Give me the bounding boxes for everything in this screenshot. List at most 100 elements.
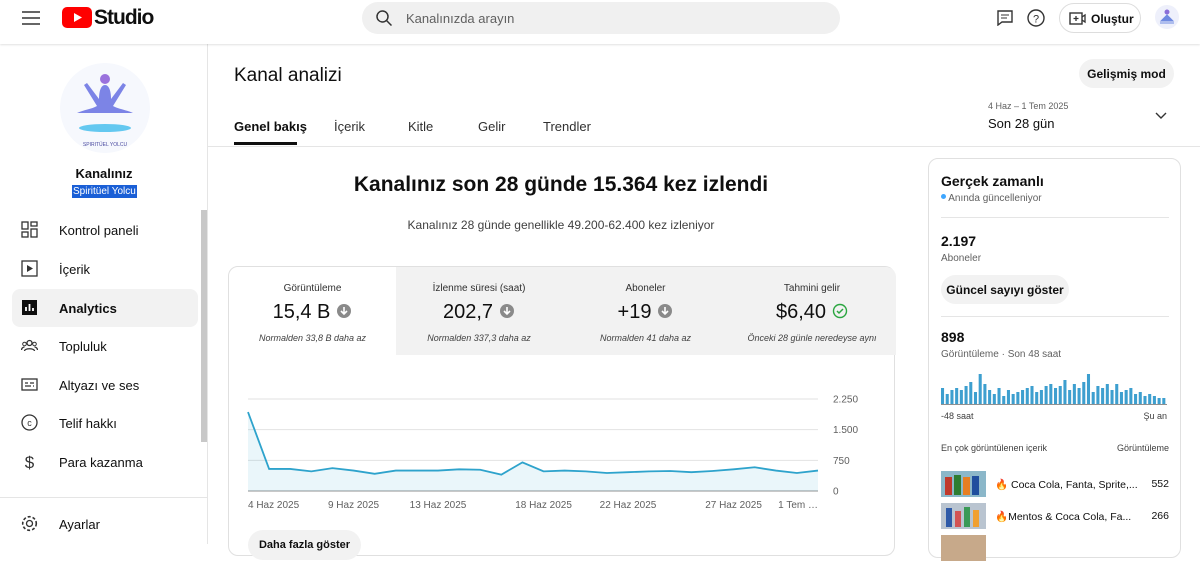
x-tick-label: -48 saat (941, 411, 974, 421)
nav-label: Para kazanma (59, 455, 143, 470)
sidebar: SPIRITÜEL YOLCU Kanalınız Spiritüel Yolc… (0, 44, 208, 544)
avatar-caption: SPIRITÜEL YOLCU (83, 141, 128, 148)
bar (1129, 388, 1133, 404)
nav-item[interactable]: Kontrol paneli (12, 211, 198, 249)
menu-icon[interactable] (22, 10, 40, 26)
tab[interactable]: Trendler (543, 119, 591, 134)
subscriber-label: Aboneler (941, 253, 982, 264)
metric-number: 15,4 B (272, 301, 331, 323)
top-bar: Studio Kanalınızda arayın ? Oluştur (0, 0, 1200, 44)
tab[interactable]: İçerik (334, 119, 366, 134)
svg-text:?: ? (1033, 14, 1039, 26)
advanced-mode-button[interactable]: Gelişmiş mod (1079, 59, 1174, 88)
metric-value: +19 (562, 301, 729, 324)
create-label: Oluştur (1091, 12, 1134, 26)
thumbnail (941, 503, 986, 529)
metric-note: Önceki 28 günle neredeyse aynı (747, 333, 877, 343)
nav-label: Topluluk (59, 339, 107, 354)
top-header: En çok görüntülenen içerik Görüntüleme (941, 443, 1169, 453)
top-header-label: En çok görüntülenen içerik (941, 443, 1048, 453)
tab[interactable]: Genel bakış (234, 119, 307, 134)
bar (997, 388, 1001, 404)
views-chart: 0 750 1.500 2.250 4 Haz 2025 9 Haz 2025 13 Haz… (247, 395, 858, 511)
icon-arrow (661, 307, 670, 316)
show-more-button[interactable]: Daha fazla göster (248, 530, 361, 560)
headline: Kanalınız son 28 günde 15.364 kez izlend… (353, 173, 769, 196)
youtube-logo[interactable] (62, 7, 92, 28)
channel-name[interactable]: Spiritüel Yolcu (72, 185, 137, 198)
bar (1110, 390, 1114, 404)
nav-item[interactable]: Analytics (12, 289, 198, 327)
y-tick-label: 1.500 (833, 425, 858, 436)
nav-icon (21, 339, 38, 352)
metric-status-icon (337, 304, 352, 318)
nav-item[interactable]: $ Para kazanma (12, 443, 198, 481)
view-count-label: Görüntüleme · Son 48 saat (941, 349, 1062, 360)
search-placeholder: Kanalınızda arayın (406, 11, 515, 26)
nav-icon (21, 378, 38, 391)
bar (1086, 374, 1091, 404)
x-tick-label: 9 Haz 2025 (328, 500, 380, 511)
bar (1162, 398, 1166, 404)
metric-note: Normalden 337,3 daha az (427, 333, 531, 343)
tab[interactable]: Kitle (408, 119, 434, 134)
x-tick-label: 4 Haz 2025 (248, 500, 300, 511)
nav-item[interactable]: c Telif hakkı (12, 404, 198, 442)
svg-text:$: $ (25, 453, 35, 470)
nav-item[interactable]: Ayarlar (12, 505, 198, 543)
metric-value: $6,40 (729, 301, 896, 324)
period-dropdown[interactable] (1155, 112, 1167, 120)
date-range: 4 Haz – 1 Tem 2025 (988, 101, 1069, 111)
hourly-views-chart: -48 saat Şu an (941, 374, 1167, 421)
metric-number: $6,40 (775, 301, 827, 323)
top-column-label: Görüntüleme (1116, 443, 1169, 453)
search-icon (376, 10, 392, 26)
x-tick-label: 1 Tem … (778, 500, 818, 511)
bar (1021, 390, 1025, 404)
nav-icon (21, 515, 38, 532)
view-count: 898 (941, 329, 965, 345)
bar (1016, 392, 1020, 404)
metric-status-icon (658, 304, 673, 318)
bar (1058, 386, 1062, 404)
bar (978, 374, 982, 404)
bar (1025, 388, 1029, 404)
period[interactable]: Son 28 gün (988, 116, 1055, 131)
bar (1124, 390, 1128, 404)
help-icon[interactable]: ? (1027, 9, 1045, 27)
metric-label: Görüntüleme (283, 283, 342, 294)
icon-arrow (340, 307, 348, 316)
bar (1054, 388, 1058, 404)
svg-text:c: c (27, 418, 32, 428)
bar (945, 394, 949, 404)
divider (208, 146, 1200, 147)
nav-item[interactable]: İçerik (12, 250, 198, 288)
x-tick-label: 13 Haz 2025 (410, 500, 467, 511)
create-button[interactable]: Oluştur (1059, 3, 1141, 33)
bar (1063, 380, 1067, 404)
bar (1082, 382, 1086, 404)
logo-text[interactable]: Studio (94, 6, 154, 29)
search-box[interactable]: Kanalınızda arayın (362, 2, 840, 34)
account-avatar[interactable] (1155, 5, 1179, 29)
bar (955, 388, 959, 404)
nav-label: Analytics (59, 301, 117, 316)
bar (1049, 384, 1053, 404)
nav-label: Altyazı ve ses (59, 378, 140, 393)
live-label: Anında güncelleniyor (948, 193, 1042, 204)
bar (959, 390, 963, 404)
realtime-live: Anında güncelleniyor (941, 193, 1042, 204)
live-count-button[interactable]: Güncel sayıyı göster (941, 275, 1069, 304)
channel-avatar[interactable]: SPIRITÜEL YOLCU (58, 62, 152, 154)
thumbnail (941, 535, 986, 561)
bar (1044, 386, 1048, 404)
nav-item[interactable]: Altyazı ve ses (12, 366, 198, 404)
bar (1143, 396, 1147, 404)
nav-item[interactable]: Topluluk (12, 327, 198, 365)
feedback-icon[interactable] (997, 10, 1013, 26)
metric-tile: Görüntüleme 15,4 B Normalden 33,8 B daha a… (229, 267, 396, 355)
create-icon (1069, 12, 1086, 25)
tab[interactable]: Gelir (478, 119, 506, 134)
